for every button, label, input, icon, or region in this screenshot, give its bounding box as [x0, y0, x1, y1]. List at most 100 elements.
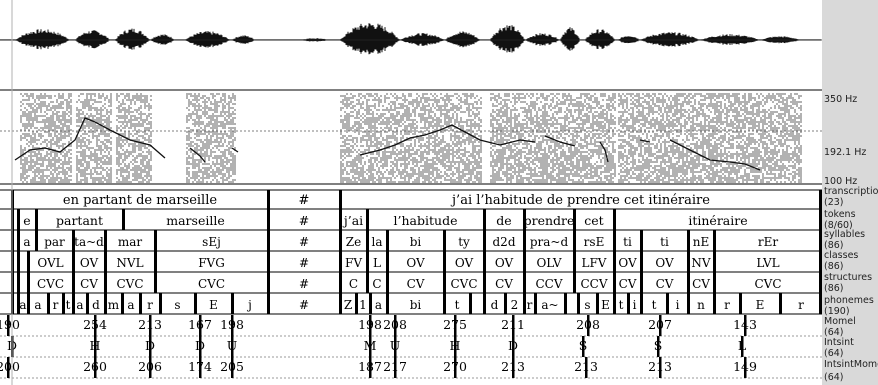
interval-tokens-10[interactable]: itinéraire [613, 209, 822, 230]
interval-structures-5[interactable]: CVC [154, 272, 268, 293]
interval-syllables-16[interactable]: nE [687, 230, 714, 251]
interval-syllables-6[interactable]: # [267, 230, 340, 251]
interval-phonemes-30[interactable]: i [666, 293, 688, 314]
point-intsintmomel-10[interactable]: 213 [648, 357, 672, 378]
interval-syllables-10[interactable]: ty [443, 230, 484, 251]
interval-syllables-9[interactable]: bi [386, 230, 444, 251]
point-intsintmomel-2[interactable]: 206 [138, 357, 162, 378]
interval-classes-3[interactable]: OV [72, 251, 105, 272]
interval-syllables-12[interactable]: pra~d [523, 230, 574, 251]
interval-phonemes-12[interactable]: j [231, 293, 268, 314]
interval-phonemes-6[interactable]: d [86, 293, 105, 314]
tier-name-structures[interactable]: structures [824, 272, 873, 283]
interval-classes-15[interactable]: OV [640, 251, 688, 272]
interval-structures-16[interactable]: CV [687, 272, 714, 293]
interval-phonemes-34[interactable]: r [779, 293, 822, 314]
interval-classes-10[interactable]: OV [443, 251, 484, 272]
point-momel-4[interactable]: 198 [220, 315, 244, 336]
point-intsint-10[interactable]: S [654, 336, 663, 357]
interval-classes-12[interactable]: OLV [523, 251, 574, 272]
point-intsint-9[interactable]: S [579, 336, 588, 357]
point-intsintmomel-0[interactable]: 200 [0, 357, 20, 378]
interval-phonemes-29[interactable]: t [640, 293, 667, 314]
interval-phonemes-8[interactable]: a [121, 293, 140, 314]
point-intsintmomel-4[interactable]: 205 [220, 357, 244, 378]
point-intsintmomel-3[interactable]: 174 [188, 357, 212, 378]
interval-structures-4[interactable]: CVC [104, 272, 155, 293]
interval-phonemes-21[interactable]: 2 [504, 293, 524, 314]
interval-structures-13[interactable]: CCV [573, 272, 614, 293]
point-intsint-8[interactable]: D [508, 336, 518, 357]
point-intsintmomel-11[interactable]: 149 [733, 357, 757, 378]
interval-phonemes-19[interactable] [469, 293, 484, 314]
interval-phonemes-5[interactable]: a [72, 293, 87, 314]
interval-syllables-14[interactable]: ti [613, 230, 641, 251]
point-intsintmomel-6[interactable]: 217 [383, 357, 407, 378]
interval-phonemes-15[interactable]: 1 [355, 293, 370, 314]
interval-classes-7[interactable]: FV [339, 251, 367, 272]
tier-name-momel[interactable]: Momel [824, 316, 856, 327]
interval-syllables-13[interactable]: rsE [573, 230, 614, 251]
signal-canvas[interactable]: en partant de marseille # j’ai l’habitude … [0, 0, 822, 385]
interval-phonemes-1[interactable]: a [17, 293, 28, 314]
interval-structures-12[interactable]: CCV [523, 272, 574, 293]
interval-phonemes-31[interactable]: n [687, 293, 714, 314]
interval-phonemes-4[interactable]: t [62, 293, 73, 314]
tier-name-tokens[interactable]: tokens [824, 209, 856, 220]
interval-classes-16[interactable]: NV [687, 251, 714, 272]
tier-name-intsintmomel[interactable]: IntsintMomel [824, 359, 878, 370]
interval-transcription-2[interactable]: j’ai l’habitude de prendre cet itinérair… [339, 190, 822, 209]
interval-structures-9[interactable]: CV [386, 272, 444, 293]
interval-classes-2[interactable]: OVL [27, 251, 73, 272]
interval-tokens-4[interactable]: # [267, 209, 340, 230]
point-intsint-6[interactable]: U [390, 336, 401, 357]
point-momel-1[interactable]: 254 [83, 315, 107, 336]
point-intsint-11[interactable]: L [738, 336, 746, 357]
point-intsint-4[interactable]: U [227, 336, 238, 357]
interval-phonemes-7[interactable]: m [104, 293, 122, 314]
point-momel-2[interactable]: 213 [138, 315, 162, 336]
point-intsintmomel-7[interactable]: 270 [443, 357, 467, 378]
point-intsint-1[interactable]: H [90, 336, 101, 357]
interval-phonemes-9[interactable]: r [139, 293, 160, 314]
interval-structures-6[interactable]: # [267, 272, 340, 293]
interval-syllables-11[interactable]: d2d [483, 230, 524, 251]
interval-phonemes-28[interactable]: i [627, 293, 641, 314]
interval-classes-13[interactable]: LFV [573, 251, 614, 272]
point-momel-3[interactable]: 167 [188, 315, 212, 336]
point-momel-10[interactable]: 207 [648, 315, 672, 336]
interval-classes-1[interactable] [17, 251, 28, 272]
interval-syllables-15[interactable]: ti [640, 230, 688, 251]
interval-phonemes-17[interactable]: bi [386, 293, 444, 314]
interval-classes-9[interactable]: OV [386, 251, 444, 272]
interval-phonemes-20[interactable]: d [483, 293, 505, 314]
interval-phonemes-26[interactable]: E [596, 293, 614, 314]
point-intsintmomel-5[interactable]: 187 [358, 357, 382, 378]
interval-tokens-1[interactable]: e [17, 209, 36, 230]
interval-classes-11[interactable]: OV [483, 251, 524, 272]
interval-structures-2[interactable]: CVC [27, 272, 73, 293]
interval-structures-3[interactable]: CV [72, 272, 105, 293]
interval-transcription-0[interactable]: en partant de marseille [11, 190, 268, 209]
interval-phonemes-22[interactable]: r [523, 293, 535, 314]
interval-phonemes-25[interactable]: s [577, 293, 597, 314]
interval-classes-17[interactable]: LVL [713, 251, 822, 272]
interval-structures-1[interactable] [17, 272, 28, 293]
interval-phonemes-24[interactable] [564, 293, 578, 314]
interval-classes-5[interactable]: FVG [154, 251, 268, 272]
interval-phonemes-13[interactable]: # [267, 293, 340, 314]
interval-phonemes-23[interactable]: a~ [534, 293, 565, 314]
interval-phonemes-3[interactable]: r [47, 293, 63, 314]
interval-classes-4[interactable]: NVL [104, 251, 155, 272]
interval-phonemes-16[interactable]: a [369, 293, 387, 314]
interval-classes-6[interactable]: # [267, 251, 340, 272]
interval-tokens-3[interactable]: marseille [122, 209, 268, 230]
point-intsint-2[interactable]: D [145, 336, 155, 357]
interval-tokens-9[interactable]: cet [573, 209, 614, 230]
point-momel-7[interactable]: 275 [443, 315, 467, 336]
interval-syllables-17[interactable]: rEr [713, 230, 822, 251]
interval-transcription-1[interactable]: # [267, 190, 340, 209]
point-intsint-3[interactable]: D [195, 336, 205, 357]
interval-tokens-2[interactable]: partant [35, 209, 123, 230]
interval-phonemes-27[interactable]: t [613, 293, 628, 314]
